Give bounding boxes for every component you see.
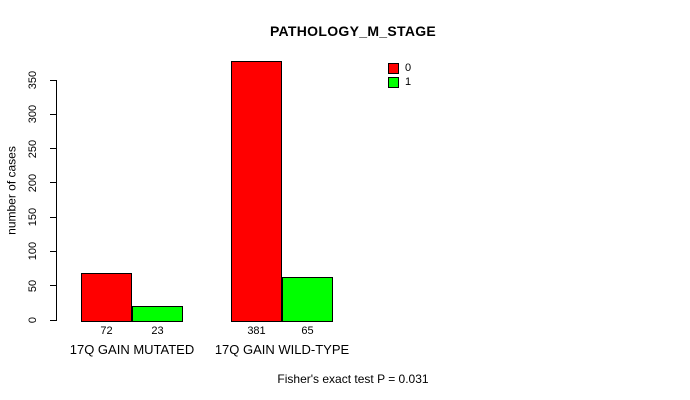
y-axis-tick (50, 250, 57, 252)
x-category-label: 17Q GAIN WILD-TYPE (214, 342, 350, 357)
y-axis-tick (50, 216, 57, 218)
y-tick-label: 150 (27, 207, 39, 227)
bar-value-label: 65 (301, 325, 314, 337)
bar-series0-group2 (231, 60, 282, 322)
x-category-label: 17Q GAIN MUTATED (69, 342, 195, 357)
y-tick-label: 300 (27, 105, 39, 124)
annotation-text: Fisher's exact test P = 0.031 (277, 372, 429, 386)
y-tick-label: 100 (27, 242, 39, 261)
bar-value-label: 381 (247, 325, 266, 337)
bar-series1-group2 (282, 277, 333, 322)
y-axis-tick (50, 285, 57, 287)
y-tick-label: 350 (27, 70, 39, 90)
y-axis-tick (50, 113, 57, 115)
y-axis-tick (50, 79, 57, 81)
legend-label: 1 (405, 76, 412, 88)
bar-value-label: 23 (151, 325, 164, 337)
bar-series1-group1 (132, 306, 183, 322)
legend-item: 1 (388, 77, 411, 88)
y-axis-label: number of cases (4, 146, 19, 235)
bar-value-label: 72 (100, 325, 113, 337)
chart-title: PATHOLOGY_M_STAGE (269, 23, 437, 39)
legend-item: 0 (388, 63, 411, 74)
y-axis-line (56, 80, 57, 321)
y-axis-tick (50, 182, 57, 184)
legend-label: 0 (405, 62, 412, 74)
y-tick-label: 50 (27, 279, 39, 292)
bar-series0-group1 (81, 272, 132, 322)
y-tick-label: 250 (27, 139, 39, 158)
y-axis-tick (50, 319, 57, 321)
legend-swatch-0 (388, 63, 399, 74)
legend-swatch-1 (388, 77, 399, 88)
y-axis-tick (50, 148, 57, 150)
y-tick-label: 0 (27, 316, 39, 324)
